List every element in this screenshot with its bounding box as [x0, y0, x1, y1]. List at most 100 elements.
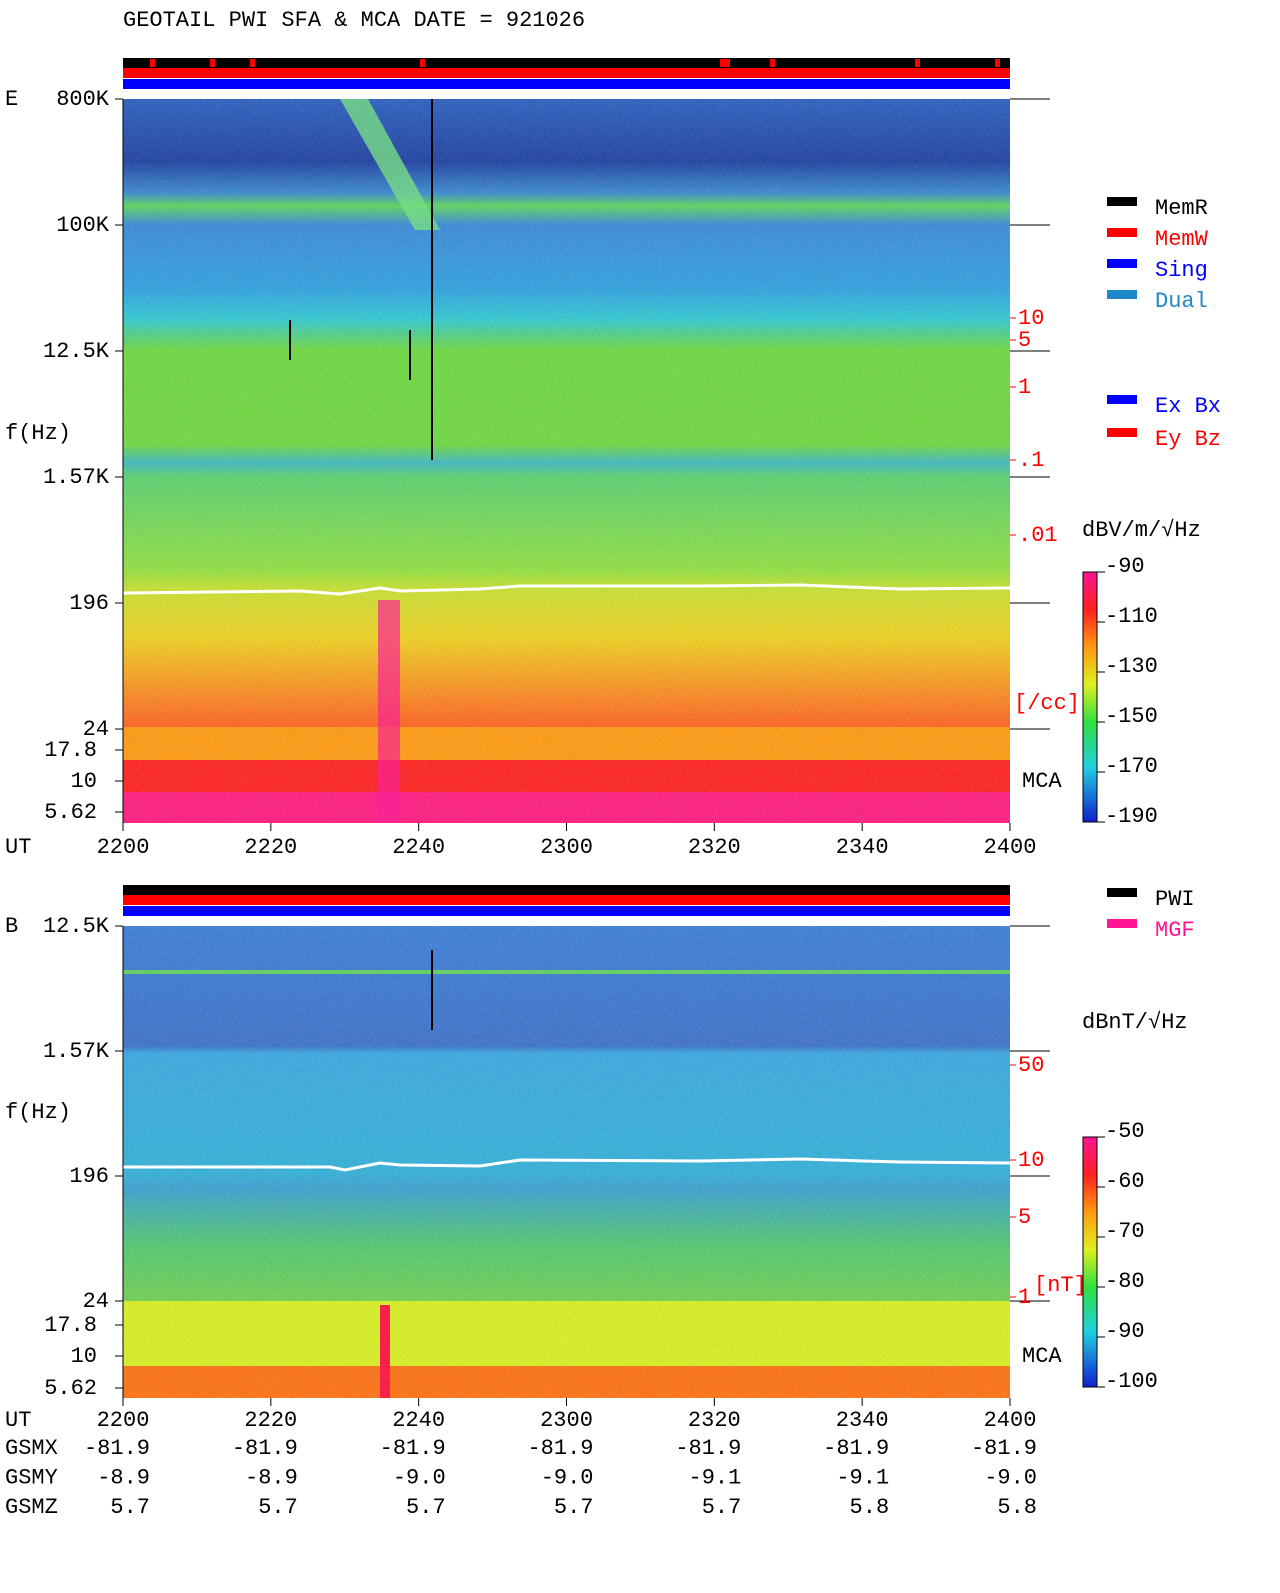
density-tick-label: 50: [1018, 1053, 1044, 1078]
legend-swatch: [1107, 228, 1137, 237]
y-axis-label: f(Hz): [5, 1100, 71, 1125]
status-tick: [420, 59, 425, 67]
colorbar-tick-label: -70: [1105, 1219, 1145, 1244]
orbit-value: -8.9: [245, 1465, 298, 1490]
mca-label: MCA: [1022, 1344, 1062, 1369]
orbit-label: GSMY: [5, 1465, 58, 1490]
time-tick-label: 2200: [97, 1408, 150, 1433]
mca-tick-label: 5.62: [44, 1376, 97, 1401]
time-tick-label: 2320: [688, 835, 741, 860]
legend-label: PWI: [1155, 887, 1195, 912]
status-bar: [123, 79, 1010, 89]
time-axis-label: UT: [5, 1408, 31, 1433]
mca-tick-label: 17.8: [44, 1313, 97, 1338]
spectrogram-e: [122, 99, 1011, 823]
legend-label: Ex Bx: [1155, 394, 1221, 419]
colorbar-unit: dBnT/√Hz: [1082, 1010, 1188, 1035]
density-tick-label: 10: [1018, 1148, 1044, 1173]
status-tick: [915, 59, 920, 67]
colorbar-tick-label: -150: [1105, 704, 1158, 729]
legend-swatch: [1107, 888, 1137, 897]
colorbar-tick-label: -130: [1105, 654, 1158, 679]
mca-tick-label: 10: [71, 769, 97, 794]
mca-label: MCA: [1022, 769, 1062, 794]
legend-swatch: [1107, 395, 1137, 404]
time-tick-label: 2320: [688, 1408, 741, 1433]
colorbar-tick-label: -90: [1105, 1319, 1145, 1344]
orbit-value: 5.7: [406, 1495, 446, 1520]
legend-label: MGF: [1155, 918, 1195, 943]
freq-tick-label: 1.57K: [43, 465, 110, 490]
mca-tick-label: 5.62: [44, 800, 97, 825]
time-tick-label: 2240: [392, 835, 445, 860]
legend-swatch: [1107, 197, 1137, 206]
time-tick-label: 2400: [984, 1408, 1037, 1433]
legend-swatch: [1107, 290, 1137, 299]
status-bar: [123, 68, 1010, 78]
colorbar: [1082, 1136, 1098, 1388]
freq-tick-label: 24: [83, 1289, 109, 1314]
colorbar-tick-label: -50: [1105, 1119, 1145, 1144]
density-tick-label: 5: [1018, 1205, 1031, 1230]
orbit-value: -81.9: [675, 1436, 741, 1461]
status-tick: [250, 59, 255, 67]
orbit-value: 5.7: [554, 1495, 594, 1520]
time-tick-label: 2200: [97, 835, 150, 860]
freq-tick-label: 800K: [56, 87, 110, 112]
mca-tick-label: 17.8: [44, 738, 97, 763]
orbit-value: -81.9: [971, 1436, 1037, 1461]
orbit-label: GSMX: [5, 1436, 58, 1461]
legend-swatch: [1107, 919, 1137, 928]
freq-tick-label: 196: [69, 591, 109, 616]
status-bar: [123, 895, 1010, 905]
colorbar-tick-label: -100: [1105, 1369, 1158, 1394]
time-tick-label: 2300: [540, 1408, 593, 1433]
colorbar-tick-label: -110: [1105, 604, 1158, 629]
colorbar: [1082, 571, 1098, 823]
orbit-value: 5.7: [110, 1495, 150, 1520]
density-tick-label: .01: [1018, 523, 1058, 548]
freq-tick-label: 196: [69, 1164, 109, 1189]
density-tick-label: 10: [1018, 306, 1044, 331]
orbit-value: 5.7: [258, 1495, 298, 1520]
density-tick-label: 1: [1018, 375, 1031, 400]
spectrogram-b: [123, 926, 1011, 1398]
status-tick: [725, 59, 730, 67]
freq-tick-label: 100K: [56, 213, 110, 238]
time-tick-label: 2400: [984, 835, 1037, 860]
status-tick: [150, 59, 155, 67]
freq-tick-label: 24: [83, 717, 109, 742]
density-tick-label: [nT]: [1034, 1273, 1087, 1298]
panel-label: E: [5, 87, 18, 112]
density-tick-label: [/cc]: [1014, 691, 1080, 716]
orbit-value: -9.0: [393, 1465, 446, 1490]
density-tick-label: 5: [1018, 328, 1031, 353]
orbit-value: -81.9: [232, 1436, 298, 1461]
orbit-value: 5.8: [997, 1495, 1037, 1520]
freq-tick-label: 1.57K: [43, 1039, 110, 1064]
mca-tick-label: 10: [71, 1344, 97, 1369]
orbit-value: -9.1: [836, 1465, 889, 1490]
status-tick: [995, 59, 1000, 67]
status-bar: [123, 58, 1010, 68]
y-axis-label: f(Hz): [5, 421, 71, 446]
status-tick: [770, 59, 775, 67]
colorbar-unit: dBV/m/√Hz: [1082, 518, 1201, 543]
time-tick-label: 2300: [540, 835, 593, 860]
colorbar-tick-label: -60: [1105, 1169, 1145, 1194]
orbit-value: -81.9: [84, 1436, 150, 1461]
legend-swatch: [1107, 259, 1137, 268]
legend-swatch: [1107, 428, 1137, 437]
orbit-label: GSMZ: [5, 1495, 58, 1520]
freq-tick-label: 12.5K: [43, 339, 110, 364]
freq-tick-label: 12.5K: [43, 914, 110, 939]
time-tick-label: 2240: [392, 1408, 445, 1433]
orbit-value: -81.9: [380, 1436, 446, 1461]
orbit-value: -9.1: [689, 1465, 742, 1490]
status-bar: [123, 885, 1010, 895]
density-tick-label: .1: [1018, 448, 1044, 473]
colorbar-tick-label: -90: [1105, 554, 1145, 579]
status-tick: [720, 59, 725, 67]
legend-label: MemR: [1155, 196, 1208, 221]
